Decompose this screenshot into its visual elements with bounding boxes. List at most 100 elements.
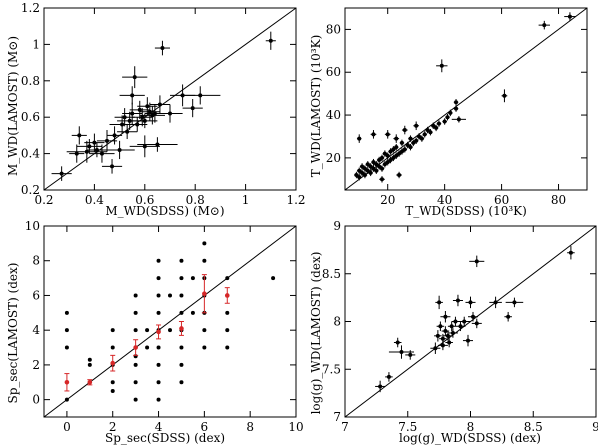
data-point <box>391 147 396 152</box>
panel-logg: log(g)_WD(LAMOST) (dex) log(g)_WD(SDSS) … <box>309 219 598 445</box>
data-point <box>360 164 365 169</box>
data-point <box>147 109 152 114</box>
data-point <box>385 153 390 158</box>
x-tick-label: 20 <box>380 193 395 207</box>
data-point <box>445 115 450 120</box>
data-point <box>362 166 367 171</box>
data-point <box>439 63 444 68</box>
y-tick-label: 0.8 <box>21 74 40 88</box>
y-tick-label: 8 <box>333 315 341 329</box>
data-point <box>425 128 430 133</box>
data-point <box>374 168 379 173</box>
data-point <box>202 291 207 297</box>
data-point <box>431 123 436 128</box>
data-point <box>156 397 161 402</box>
data-point <box>449 324 454 329</box>
data-point <box>397 151 402 156</box>
data-point <box>155 142 160 147</box>
x-tick-label: 0.2 <box>34 193 53 207</box>
data-point <box>399 149 404 154</box>
data-point <box>434 125 439 130</box>
plot-frame <box>344 7 588 191</box>
y-tick-label: 7 <box>333 410 341 424</box>
x-tick-label: 8.5 <box>524 420 543 434</box>
xlabel-spsec: Sp_sec(SDSS) (dex) <box>105 431 225 445</box>
x-tick-label: 1 <box>242 193 250 207</box>
data-point <box>417 134 422 139</box>
data-point <box>433 346 438 351</box>
data-point <box>474 259 479 264</box>
data-point <box>365 162 370 167</box>
data-point <box>382 151 387 156</box>
data-point <box>382 162 387 167</box>
y-tick-label: 0.6 <box>21 110 40 124</box>
data-point <box>120 122 125 127</box>
data-point <box>455 298 460 303</box>
data-point <box>365 168 370 173</box>
panel-teff: T_WD(LAMOST) (10³K) T_WD(SDSS) (10³K) 20… <box>309 7 588 218</box>
x-tick-label: 0.4 <box>85 193 104 207</box>
x-tick-label: 60 <box>494 193 509 207</box>
data-point <box>133 397 138 402</box>
y-tick-label: 10 <box>25 219 40 233</box>
y-tick-label: 0.4 <box>21 147 40 161</box>
data-point <box>92 140 97 145</box>
data-point <box>408 352 413 357</box>
data-point <box>419 136 424 141</box>
data-point <box>160 46 165 51</box>
data-point <box>440 336 445 341</box>
data-point <box>179 276 184 281</box>
plot-frame <box>43 225 297 418</box>
data-point <box>568 250 573 255</box>
data-point <box>168 293 172 298</box>
data-point <box>377 158 382 163</box>
data-point <box>408 136 413 141</box>
panel-spsec: Sp_sec(LAMOST) (dex) Sp_sec(SDSS) (dex) … <box>6 219 304 445</box>
data-point <box>156 310 161 315</box>
data-point <box>110 380 115 385</box>
data-point <box>135 122 140 127</box>
xlabel-mass: M_WD(SDSS) (M⊙) <box>105 204 224 218</box>
data-point <box>271 276 276 281</box>
data-point <box>394 153 399 158</box>
y-tick-label: 0 <box>32 393 40 407</box>
data-point <box>462 319 467 324</box>
data-point <box>445 333 450 338</box>
data-point <box>87 144 92 149</box>
data-point <box>110 345 115 350</box>
data-point <box>133 380 138 385</box>
data-point <box>198 93 203 98</box>
data-point <box>408 145 413 150</box>
data-point <box>202 258 207 263</box>
data-point <box>450 330 455 335</box>
data-point <box>105 138 109 143</box>
data-point <box>362 173 367 178</box>
x-tick-label: 2 <box>109 420 117 434</box>
one-to-one-line <box>43 7 297 191</box>
data-point <box>156 293 161 298</box>
ylabel-logg: log(g)_WD(LAMOST) (dex) <box>309 252 323 415</box>
data-point <box>456 117 461 122</box>
data-point <box>414 123 419 128</box>
data-point <box>394 145 399 150</box>
data-point <box>512 300 517 305</box>
data-point <box>84 149 89 154</box>
data-point <box>133 328 138 333</box>
xlabel-logg: log(g)_WD(SDSS) (dex) <box>399 431 541 445</box>
y-tick-label: 1 <box>32 37 40 51</box>
data-point <box>225 276 230 281</box>
data-point <box>168 328 172 333</box>
y-tick-label: 8 <box>32 254 40 268</box>
data-point <box>567 14 572 19</box>
data-point <box>371 132 376 137</box>
data-point <box>142 118 147 123</box>
data-point <box>110 388 115 393</box>
data-point <box>386 374 391 379</box>
data-point <box>112 133 117 138</box>
x-tick-label: 80 <box>551 193 566 207</box>
data-point <box>435 333 440 338</box>
data-point <box>443 314 448 319</box>
data-point <box>202 241 207 246</box>
data-point <box>402 147 407 152</box>
y-tick-label: 8.5 <box>322 267 341 281</box>
